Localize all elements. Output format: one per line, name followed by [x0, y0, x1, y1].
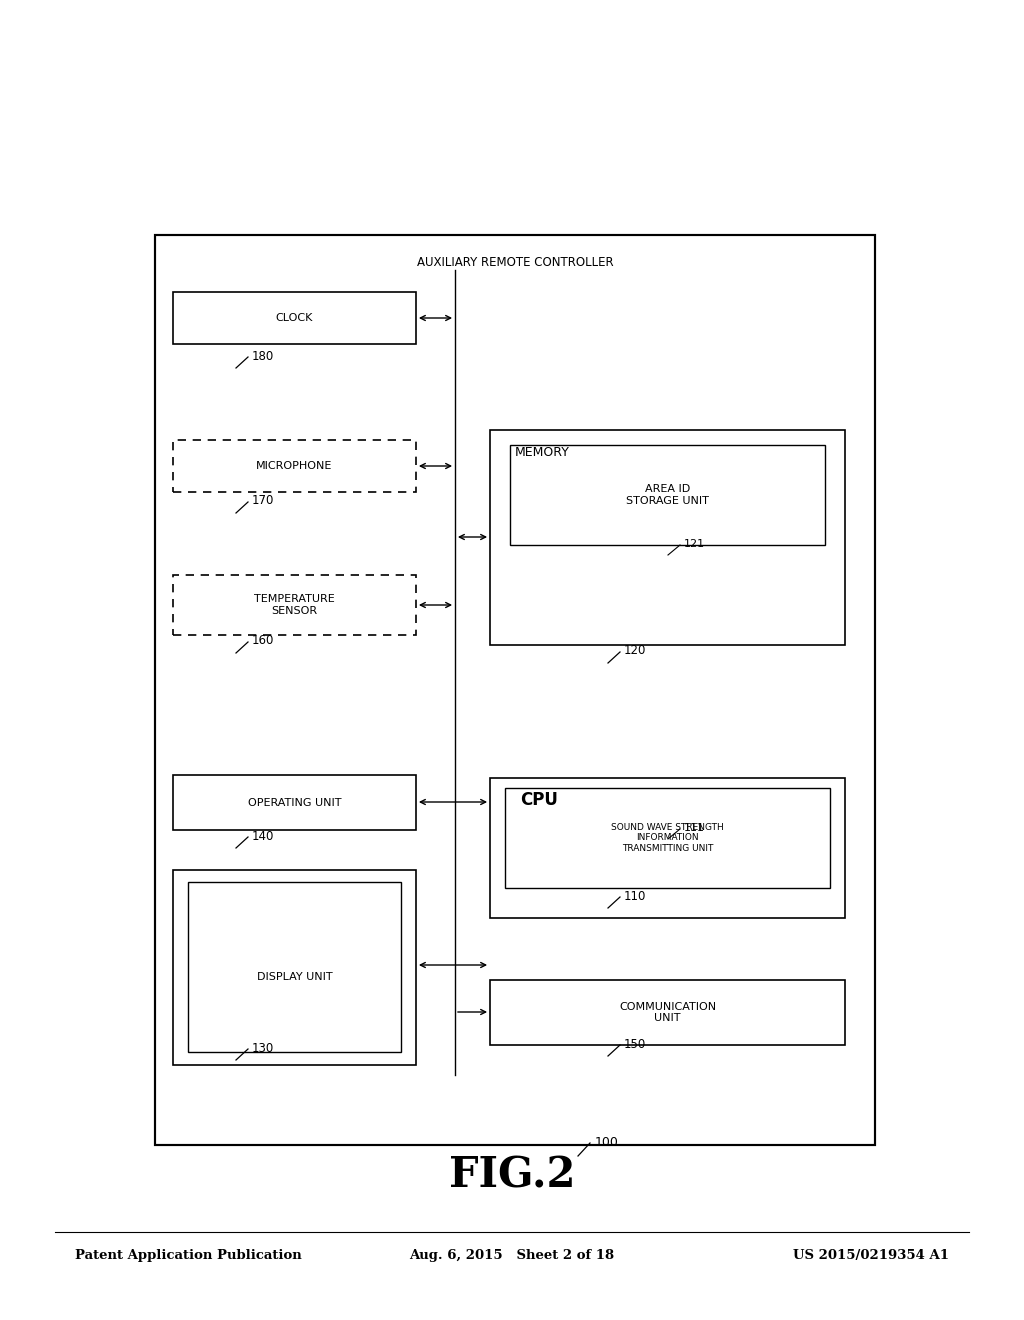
- Text: 160: 160: [252, 635, 274, 648]
- Text: Aug. 6, 2015   Sheet 2 of 18: Aug. 6, 2015 Sheet 2 of 18: [410, 1249, 614, 1262]
- Bar: [510, 445, 825, 545]
- Text: MICROPHONE: MICROPHONE: [256, 461, 333, 471]
- Bar: [490, 979, 845, 1045]
- Text: 111: 111: [684, 822, 705, 833]
- Bar: [490, 430, 845, 645]
- Bar: [155, 235, 874, 1144]
- Text: 180: 180: [252, 350, 274, 363]
- Text: TEMPERATURE
SENSOR: TEMPERATURE SENSOR: [254, 594, 335, 616]
- Bar: [173, 576, 416, 635]
- Text: SOUND WAVE STRENGTH
INFORMATION
TRANSMITTING UNIT: SOUND WAVE STRENGTH INFORMATION TRANSMIT…: [611, 824, 724, 853]
- Text: OPERATING UNIT: OPERATING UNIT: [248, 797, 341, 808]
- Text: DISPLAY UNIT: DISPLAY UNIT: [257, 973, 333, 982]
- Text: 120: 120: [624, 644, 646, 657]
- Text: Patent Application Publication: Patent Application Publication: [75, 1249, 302, 1262]
- Text: 110: 110: [624, 890, 646, 903]
- Bar: [505, 788, 830, 888]
- Text: CPU: CPU: [520, 791, 558, 809]
- Text: FIG.2: FIG.2: [449, 1154, 575, 1196]
- Bar: [173, 440, 416, 492]
- Bar: [173, 292, 416, 345]
- Text: 100: 100: [595, 1137, 618, 1150]
- Text: MEMORY: MEMORY: [515, 446, 570, 458]
- Bar: [173, 870, 416, 1065]
- Text: CLOCK: CLOCK: [275, 313, 313, 323]
- Bar: [188, 882, 401, 1052]
- Text: 121: 121: [684, 539, 706, 549]
- Text: 140: 140: [252, 829, 274, 842]
- Text: 150: 150: [624, 1038, 646, 1051]
- Text: US 2015/0219354 A1: US 2015/0219354 A1: [793, 1249, 949, 1262]
- Bar: [490, 777, 845, 917]
- Text: AREA ID
STORAGE UNIT: AREA ID STORAGE UNIT: [626, 484, 709, 506]
- Text: 130: 130: [252, 1041, 274, 1055]
- Text: 170: 170: [252, 495, 274, 507]
- Text: AUXILIARY REMOTE CONTROLLER: AUXILIARY REMOTE CONTROLLER: [417, 256, 613, 269]
- Bar: [173, 775, 416, 830]
- Text: COMMUNICATION
UNIT: COMMUNICATION UNIT: [618, 1002, 716, 1023]
- Bar: [155, 235, 874, 1144]
